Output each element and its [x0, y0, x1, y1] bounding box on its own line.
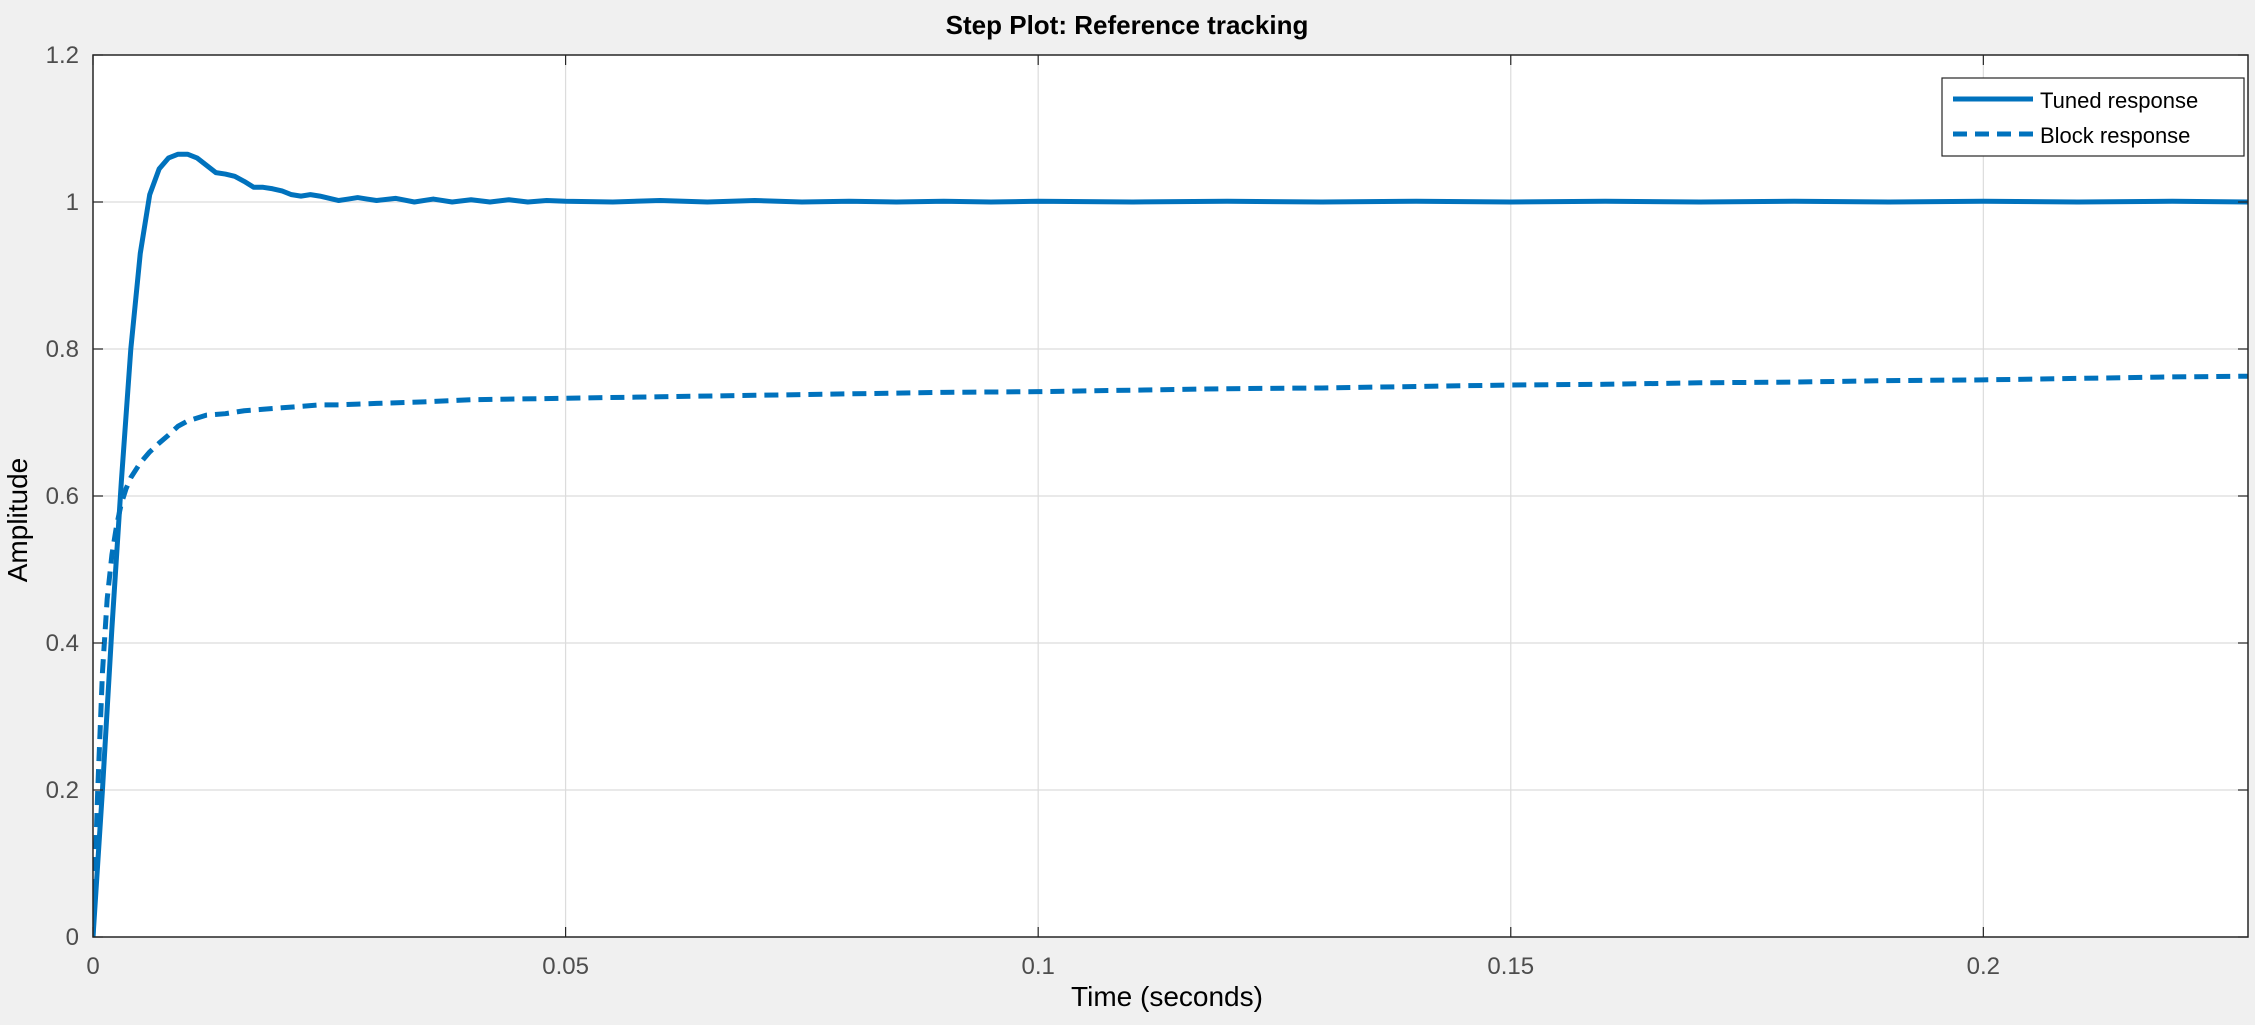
legend-label-block-response: Block response [2040, 123, 2190, 148]
y-tick-label: 0 [66, 924, 79, 951]
x-tick-label: 0 [86, 953, 99, 980]
tick-marks [92, 54, 2248, 938]
y-tick-label: 0.8 [46, 336, 79, 363]
legend-box [1941, 77, 2245, 157]
y-tick-label: 0.2 [46, 777, 79, 804]
y-tick-label: 0.4 [46, 630, 79, 657]
x-tick-label: 0.1 [1021, 953, 1054, 980]
y-tick-label: 0.6 [46, 483, 79, 510]
y-axis-label: Amplitude [2, 458, 33, 583]
y-tick-label: 1 [66, 189, 79, 216]
legend-label-tuned-response: Tuned response [2040, 88, 2198, 113]
y-tick-label: 1.2 [46, 42, 79, 69]
tick-labels: 0 0.05 0.1 0.15 0.2 0 0.2 0.4 0.6 0.8 1 1.2 [46, 42, 2000, 980]
x-axis-label: Time (seconds) [1071, 981, 1263, 1012]
series-line-tuned-response [93, 151, 2248, 937]
chart-title: Step Plot: Reference tracking [946, 10, 1309, 40]
x-tick-label: 0.15 [1487, 953, 1534, 980]
x-tick-label: 0.2 [1967, 953, 2000, 980]
legend: Tuned response Block response [1941, 77, 2245, 157]
series-layer [93, 151, 2248, 937]
x-tick-label: 0.05 [542, 953, 589, 980]
series-line-block-response [93, 373, 2248, 937]
